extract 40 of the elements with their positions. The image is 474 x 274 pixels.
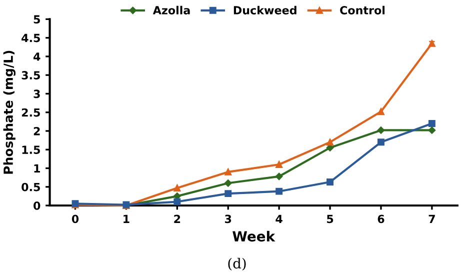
y-tick-label: 2 <box>34 126 40 136</box>
x-axis-title: Week <box>232 230 276 242</box>
point <box>428 126 436 134</box>
point <box>276 188 283 195</box>
y-tick-label: 4.5 <box>22 34 40 42</box>
y-tick-label: 3 <box>34 90 40 98</box>
point <box>276 161 283 168</box>
x-tick-label: 6 <box>378 214 384 224</box>
x-tick-label: 7 <box>428 214 435 223</box>
x-tick-label: 4 <box>276 214 282 223</box>
x-tick-label: 1 <box>124 214 130 223</box>
point <box>174 198 181 206</box>
point <box>224 190 232 198</box>
point <box>326 178 334 186</box>
point <box>428 120 436 127</box>
legend-label: Control <box>340 6 385 14</box>
point <box>377 126 385 134</box>
y-tick-label: 4 <box>34 52 40 61</box>
y-tick-label: 0 <box>34 201 40 210</box>
point <box>224 168 232 176</box>
y-axis-title: Phosphate (mg/L) <box>3 50 16 174</box>
x-tick-label: 0 <box>72 214 79 224</box>
y-tick-label: 0.5 <box>22 182 40 192</box>
legend-label: Azolla <box>152 6 190 14</box>
point <box>326 138 334 146</box>
point <box>174 184 181 192</box>
x-tick-label: 2 <box>174 214 180 223</box>
point <box>378 108 384 116</box>
y-tick-label: 1 <box>34 164 40 172</box>
y-tick-label: 5 <box>34 15 40 24</box>
x-tick-label: 5 <box>327 214 334 224</box>
y-tick-label: 2.5 <box>22 108 40 117</box>
x-tick-label: 3 <box>224 214 232 224</box>
point <box>224 180 232 187</box>
legend-label: Duckweed <box>234 6 296 14</box>
point <box>275 172 283 180</box>
y-tick-label: 1.5 <box>22 146 40 154</box>
y-tick-label: 3.5 <box>22 71 40 80</box>
point <box>378 138 384 146</box>
text: (d) <box>228 258 246 271</box>
